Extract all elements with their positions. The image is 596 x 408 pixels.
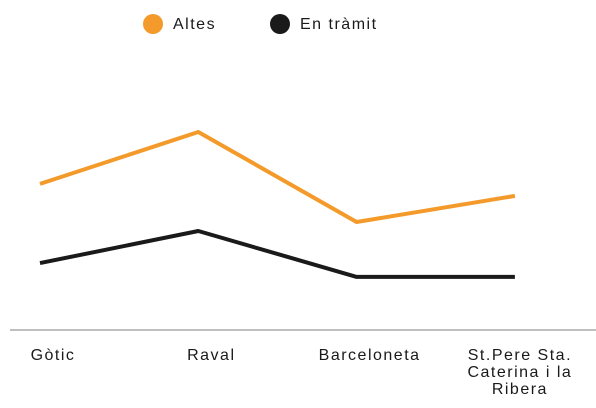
- line-series: [39, 229, 515, 279]
- legend-label: En tràmit: [300, 16, 378, 33]
- legend-label: Altes: [173, 16, 216, 33]
- line-series: [39, 130, 516, 224]
- x-tick-label: Barceloneta: [318, 347, 421, 364]
- x-tick-label: St.Pere Sta. Caterina i la Ribera: [467, 347, 573, 398]
- legend-marker: [143, 14, 163, 34]
- x-tick-label: Raval: [187, 347, 236, 364]
- legend-marker: [270, 14, 290, 34]
- x-tick-label: Gòtic: [30, 347, 76, 364]
